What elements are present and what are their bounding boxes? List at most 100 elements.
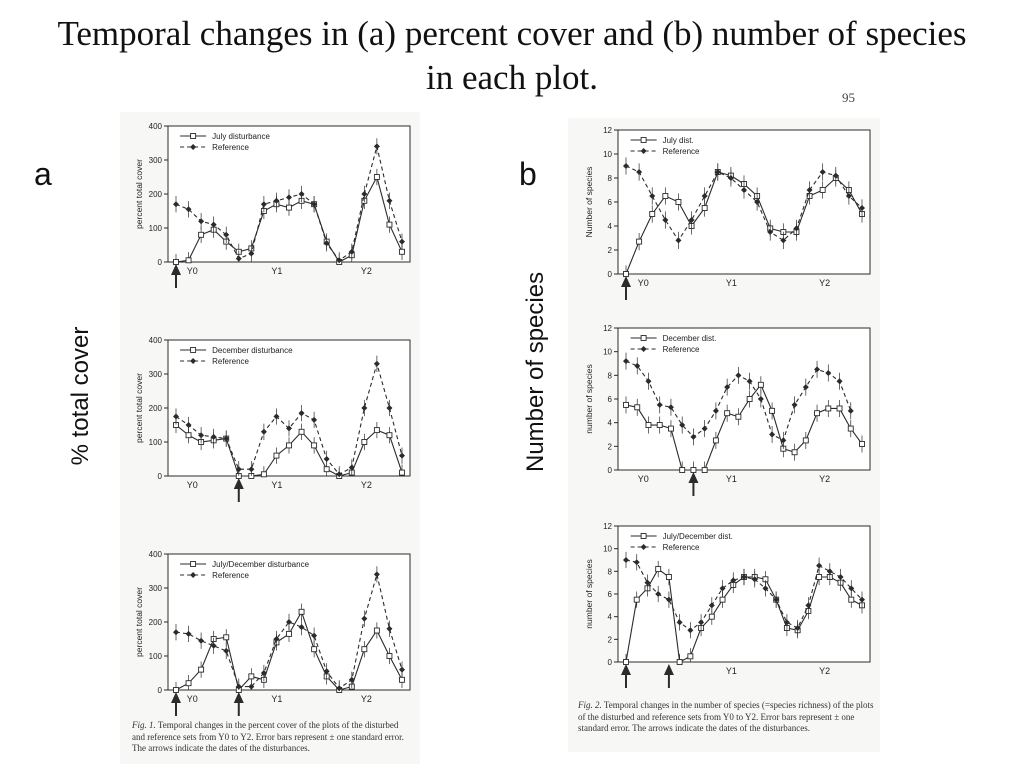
data-point [386,432,393,439]
data-point [714,169,721,175]
period-label: Y1 [726,666,737,676]
data-point [298,608,305,615]
data-point [719,596,726,603]
data-point [361,191,368,197]
data-point [708,602,715,609]
data-point [757,396,764,402]
data-point [361,405,368,411]
data-point [286,442,292,449]
data-point [730,577,737,584]
slide-title: Temporal changes in (a) percent cover an… [57,14,967,97]
data-point [623,401,629,408]
data-point [675,237,682,244]
disturbance-arrow-head [171,692,181,703]
y-axis-label: percent total cover [134,159,144,229]
period-label: Y2 [819,278,830,288]
data-point [185,257,192,264]
data-point [173,413,179,420]
data-point [802,437,809,444]
figure-2-caption: Fig. 2. Temporal changes in the number o… [578,700,874,735]
data-point [836,405,843,412]
data-point [286,425,292,432]
data-point [676,659,683,665]
data-point [701,425,708,432]
data-point [386,221,393,228]
y-axis-label: percent total cover [134,373,144,443]
y-axis-label: Number of species [584,167,594,238]
data-point [623,659,629,665]
data-point [273,197,280,204]
legend-label: Reference [663,543,700,552]
data-point [623,271,629,277]
data-point [361,646,368,653]
data-point [847,407,854,414]
data-point [173,629,179,636]
data-point [273,636,280,642]
data-point [636,169,643,175]
data-point [323,456,330,462]
data-point [701,467,708,473]
data-point [832,172,839,179]
period-label: Y0 [187,266,198,276]
data-point [623,358,629,365]
data-point [780,437,787,444]
data-point [724,410,731,417]
data-point [687,627,694,634]
data-point [386,625,393,632]
data-point [746,378,753,385]
data-point [311,646,318,653]
data-point [260,670,267,676]
data-point [373,427,380,434]
y-tick-label: 100 [149,224,163,233]
data-point [235,255,242,262]
legend-label: July/December dist. [663,532,733,541]
data-point [847,425,854,432]
legend-label: July dist. [663,136,694,145]
legend-marker [640,148,647,154]
data-point [754,199,761,205]
period-label: Y1 [271,266,282,276]
data-point [633,559,640,566]
data-point [679,467,686,473]
data-point [210,642,217,649]
data-point [273,413,280,420]
data-point [399,469,405,476]
data-point [791,449,798,456]
data-point [819,169,826,175]
data-point [816,562,823,569]
data-point [386,653,393,659]
period-label: Y0 [187,694,198,704]
legend-marker [190,144,197,150]
data-point [783,619,790,626]
data-point [698,619,705,626]
figure-1-caption-text: Temporal changes in the percent cover of… [132,720,404,753]
data-point [780,237,787,244]
figure-1-caption-label: Fig. 1. [132,720,156,730]
y-tick-label: 6 [608,395,613,404]
y-tick-label: 2 [608,635,613,644]
data-point [348,248,355,255]
data-point [185,680,192,687]
data-point [675,199,682,205]
y-tick-label: 0 [608,270,613,279]
data-point [260,201,267,208]
data-point [198,218,205,225]
data-point [336,471,343,478]
data-point [665,574,672,580]
y-axis-label: number of species [584,364,594,433]
data-point [373,627,380,634]
data-point [223,435,230,442]
data-point [198,666,205,673]
y-tick-label: 8 [608,174,613,183]
data-point [845,193,852,199]
data-point [311,201,318,208]
data-point [662,193,669,199]
data-point [399,452,405,459]
legend-label: Reference [663,147,700,156]
disturbance-arrow-head [688,472,699,483]
data-point [260,428,267,435]
data-point [644,579,651,586]
